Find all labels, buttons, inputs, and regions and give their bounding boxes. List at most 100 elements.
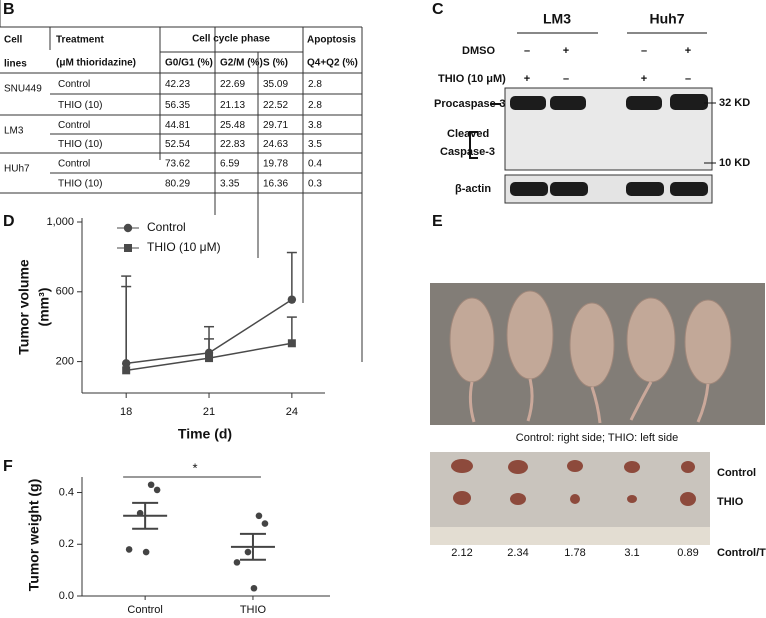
point [250, 584, 258, 592]
mice [449, 290, 732, 388]
cell-line: LM3 [543, 11, 571, 27]
cell: 16.36 [263, 179, 288, 190]
marker-label: 32 KD [719, 97, 750, 109]
x-tick-label: THIO [240, 604, 267, 616]
sign: + [524, 73, 530, 85]
cell: 35.09 [263, 79, 288, 90]
bracket [469, 131, 478, 159]
band [510, 96, 546, 110]
ratio: 1.78 [564, 547, 585, 559]
point [261, 520, 269, 527]
row-label: Control [717, 467, 756, 479]
x-axis-label: Time (d) [178, 426, 232, 442]
tail [468, 381, 476, 423]
cell: 29.71 [263, 120, 288, 131]
y-tick-label: 1,000 [46, 216, 74, 228]
ratio-label: Control/THIO [717, 547, 766, 559]
bands [510, 94, 708, 196]
marker [287, 339, 296, 348]
band-label: β-actin [455, 183, 491, 195]
cell: Control [58, 159, 90, 170]
point [142, 548, 150, 556]
cell: 22.83 [220, 139, 245, 150]
cell: THIO (10) [58, 139, 102, 150]
tumor [570, 494, 580, 504]
cell: 73.62 [165, 159, 190, 170]
cell: 19.78 [263, 159, 288, 170]
tumor [627, 495, 637, 503]
cell: 80.29 [165, 179, 190, 190]
cell: THIO (10) [58, 100, 102, 111]
cell: THIO (10) [58, 179, 102, 190]
tumors [451, 459, 696, 506]
band [626, 182, 664, 196]
sign: – [685, 73, 691, 85]
point [255, 512, 263, 520]
cell: 0.3 [308, 179, 322, 190]
tumor [508, 460, 528, 474]
band [550, 96, 586, 110]
header: G0/G1 (%) [165, 58, 213, 69]
cell: 56.35 [165, 100, 190, 111]
header: S (%) [263, 58, 288, 69]
cell: 44.81 [165, 120, 190, 131]
header: lines [4, 59, 27, 70]
point [125, 546, 133, 553]
y-axis-label: Tumor volume [16, 259, 32, 355]
row-label: THIO (10 μM) [438, 73, 506, 85]
ratio: 3.1 [624, 547, 639, 559]
y-axis-label: (mm³) [36, 288, 52, 327]
table: Cell lines Treatment (μM thioridazine) Cell … [0, 0, 363, 362]
sign: – [563, 73, 569, 85]
blot-guides [469, 32, 716, 164]
marker [287, 295, 297, 304]
point [233, 559, 241, 566]
tumor [510, 493, 526, 505]
tumor [624, 461, 640, 473]
header: Treatment [56, 35, 104, 46]
band [550, 182, 588, 196]
band-label: Procaspase-3 [434, 98, 506, 110]
tumor [453, 491, 471, 505]
sign: + [563, 45, 569, 57]
tails [468, 378, 710, 424]
panel-letter: B [3, 1, 15, 18]
header: Apoptosis [307, 35, 356, 46]
significance: * [193, 460, 198, 475]
y-tick-label: 200 [56, 355, 74, 367]
header: Q4+Q2 (%) [307, 58, 358, 69]
header: Cell cycle phase [192, 34, 270, 45]
point [147, 481, 155, 489]
band [510, 182, 548, 196]
cell-line: SNU449 [4, 84, 42, 95]
header: G2/M (%) [220, 58, 263, 69]
tail [590, 386, 602, 424]
band [670, 94, 708, 110]
x-tick-label: 24 [286, 406, 298, 418]
cell: 42.23 [165, 79, 190, 90]
sign: – [524, 45, 530, 57]
panel-letter: C [432, 1, 444, 18]
cell: 3.5 [308, 139, 322, 150]
point [244, 548, 252, 556]
cell: 2.8 [308, 100, 322, 111]
tumor [567, 460, 583, 472]
mouse [569, 302, 615, 388]
cell: Control [58, 120, 90, 131]
cell: 2.8 [308, 79, 322, 90]
panel-letter: F [3, 458, 13, 475]
x-tick-label: 18 [120, 406, 132, 418]
header: Cell [4, 35, 23, 46]
band-label: Cleaved [447, 128, 489, 140]
legend-marker [123, 223, 133, 233]
marker-label: 10 KD [719, 157, 750, 169]
x-tick-label: 21 [203, 406, 215, 418]
cell-line: LM3 [4, 126, 24, 137]
panel-letter: E [432, 213, 443, 230]
tail [526, 378, 534, 422]
marker [122, 366, 131, 375]
sign: – [641, 45, 647, 57]
header: (μM thioridazine) [56, 58, 136, 69]
marker [205, 354, 214, 363]
